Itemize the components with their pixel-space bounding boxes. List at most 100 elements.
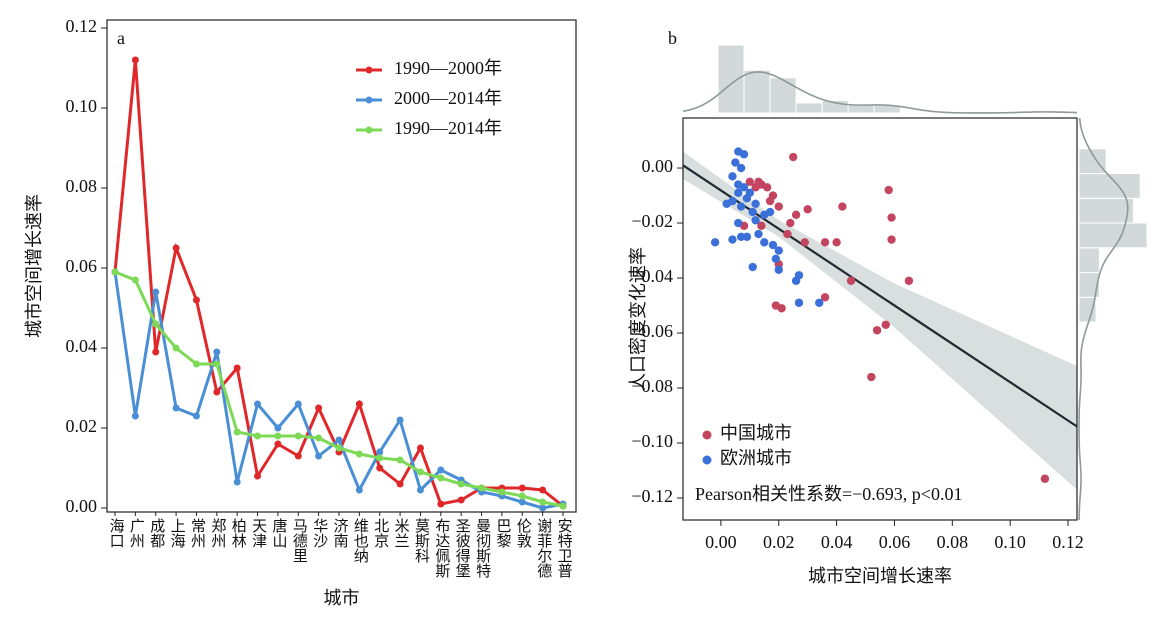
point bbox=[172, 244, 180, 252]
point bbox=[765, 207, 775, 217]
point bbox=[728, 172, 737, 181]
point bbox=[355, 450, 363, 458]
x-tick-label: 济南 bbox=[332, 518, 349, 548]
legend-label: 欧洲城市 bbox=[720, 448, 792, 468]
x-tick-label: 常州 bbox=[189, 518, 206, 548]
legend-marker bbox=[365, 66, 373, 74]
point bbox=[152, 320, 160, 328]
point bbox=[213, 388, 221, 396]
point bbox=[518, 492, 526, 500]
point bbox=[820, 238, 830, 247]
point bbox=[254, 472, 262, 480]
point bbox=[294, 432, 302, 440]
x-axis-label: 城市 bbox=[324, 588, 360, 608]
point bbox=[152, 288, 160, 296]
hist-bar bbox=[795, 102, 823, 114]
legend-marker bbox=[365, 126, 373, 134]
point bbox=[437, 466, 445, 474]
point bbox=[416, 444, 424, 452]
point bbox=[457, 496, 465, 504]
point bbox=[294, 452, 302, 460]
point bbox=[803, 205, 812, 214]
x-tick-label: 天津 bbox=[250, 518, 267, 548]
x-tick-label: 0.02 bbox=[763, 532, 795, 552]
point bbox=[396, 416, 404, 424]
point bbox=[745, 177, 755, 186]
point bbox=[213, 348, 221, 356]
hist-bar bbox=[1078, 296, 1097, 323]
point bbox=[274, 424, 282, 432]
point bbox=[783, 229, 792, 239]
hist-bar bbox=[847, 104, 875, 114]
point bbox=[111, 268, 119, 276]
panel-label: b bbox=[668, 28, 677, 48]
point bbox=[192, 360, 200, 368]
legend-label: 2000—2014年 bbox=[394, 88, 502, 108]
point bbox=[274, 432, 282, 440]
y-tick-label: 0.00 bbox=[66, 496, 98, 516]
point bbox=[172, 344, 180, 352]
y-tick-label: 0.02 bbox=[66, 416, 98, 436]
x-tick-label: 维也纳 bbox=[352, 518, 369, 564]
point bbox=[748, 207, 757, 217]
x-tick-label: 柏林 bbox=[230, 518, 247, 548]
hist-bar bbox=[1078, 173, 1141, 199]
point bbox=[731, 158, 740, 167]
x-tick-label: 上海 bbox=[169, 518, 186, 548]
x-tick-label: 0.12 bbox=[1052, 532, 1084, 552]
y-axis-label: 人口密度变化速率 bbox=[628, 247, 648, 391]
legend-label: 1990—2000年 bbox=[394, 58, 502, 78]
point bbox=[233, 364, 241, 372]
point bbox=[904, 276, 914, 285]
point bbox=[786, 218, 795, 228]
x-tick-label: 成都 bbox=[148, 518, 165, 548]
x-tick-label: 华沙 bbox=[311, 518, 328, 548]
point bbox=[710, 238, 720, 247]
point bbox=[355, 486, 363, 494]
point bbox=[881, 320, 890, 329]
point bbox=[131, 276, 139, 284]
point bbox=[742, 232, 752, 241]
point bbox=[518, 484, 526, 492]
point bbox=[131, 56, 139, 64]
x-tick-label: 谢菲尔德 bbox=[535, 518, 552, 578]
point bbox=[1040, 474, 1050, 483]
x-tick-label: 北京 bbox=[372, 518, 389, 549]
panel-label: a bbox=[117, 28, 125, 48]
point bbox=[192, 412, 200, 420]
point bbox=[539, 504, 547, 512]
x-tick-label: 0.04 bbox=[821, 532, 853, 552]
point bbox=[315, 452, 323, 460]
point bbox=[751, 199, 760, 208]
y-tick-label: 0.06 bbox=[66, 256, 98, 276]
point bbox=[355, 400, 363, 408]
y-tick-label: 0.12 bbox=[66, 16, 98, 36]
point bbox=[832, 238, 841, 247]
x-tick-label: 郑州 bbox=[209, 518, 226, 548]
point bbox=[131, 412, 139, 420]
point bbox=[736, 163, 746, 173]
point bbox=[774, 265, 783, 274]
point bbox=[739, 150, 749, 159]
point bbox=[728, 235, 737, 244]
point bbox=[376, 448, 384, 456]
point bbox=[152, 348, 160, 356]
point bbox=[734, 188, 743, 197]
point bbox=[762, 183, 772, 192]
point bbox=[872, 326, 882, 335]
y-tick-label: 0.00 bbox=[642, 156, 674, 176]
x-tick-label: 0.06 bbox=[879, 532, 911, 552]
point bbox=[172, 404, 180, 412]
hist-bar bbox=[1078, 148, 1107, 175]
point bbox=[457, 480, 465, 488]
point bbox=[742, 194, 752, 203]
point bbox=[820, 293, 830, 302]
legend-marker bbox=[702, 455, 712, 465]
y-tick-label: −0.02 bbox=[631, 211, 673, 231]
point bbox=[294, 400, 302, 408]
point bbox=[748, 262, 757, 272]
y-tick-label: −0.12 bbox=[631, 486, 673, 506]
point bbox=[794, 298, 804, 307]
point bbox=[315, 434, 323, 442]
x-tick-label: 马德里 bbox=[291, 518, 308, 563]
